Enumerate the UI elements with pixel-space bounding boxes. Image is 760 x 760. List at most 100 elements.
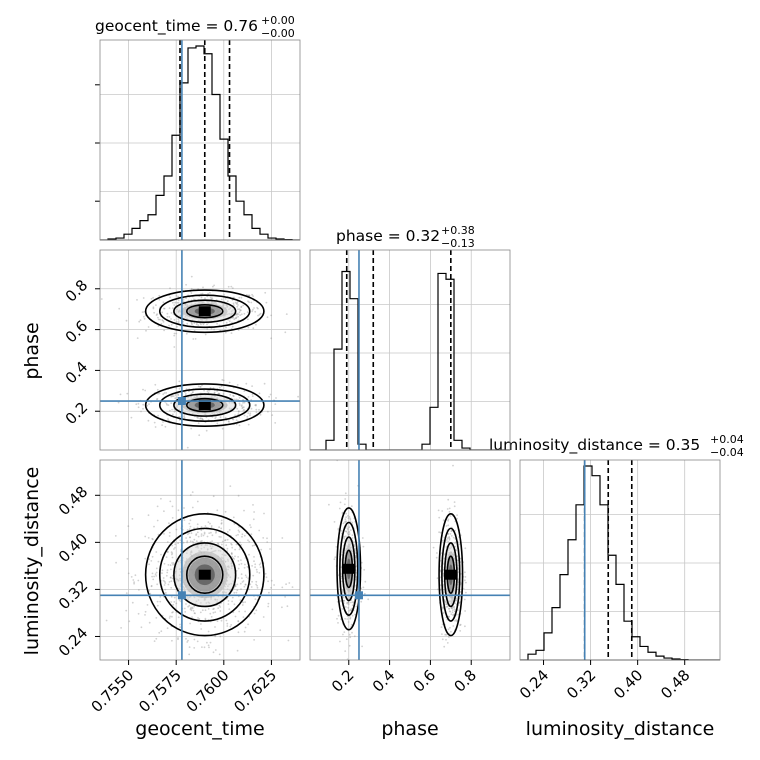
scatter-point <box>170 586 173 589</box>
scatter-point <box>172 603 175 606</box>
scatter-point <box>229 393 232 396</box>
scatter-point <box>243 408 245 411</box>
scatter-point <box>231 325 234 328</box>
scatter-point <box>215 532 217 534</box>
scatter-point <box>245 576 248 578</box>
scatter-point <box>184 393 187 395</box>
scatter-point <box>161 319 164 321</box>
scatter-point <box>200 296 203 299</box>
scatter-point <box>182 541 185 544</box>
scatter-point <box>456 514 458 516</box>
density-peak <box>342 563 355 574</box>
scatter-point <box>149 592 152 595</box>
scatter-point <box>236 583 239 586</box>
scatter-point <box>448 507 451 510</box>
scatter-point <box>227 603 230 605</box>
scatter-point <box>328 503 330 506</box>
scatter-point <box>184 611 187 613</box>
scatter-point <box>156 313 159 316</box>
scatter-point <box>232 418 235 421</box>
scatter-point <box>465 591 467 594</box>
scatter-point <box>153 525 155 528</box>
panel-content <box>100 460 300 672</box>
scatter-point <box>155 304 157 306</box>
scatter-point <box>230 552 233 555</box>
scatter-point <box>256 571 258 573</box>
scatter-point <box>198 618 201 620</box>
scatter-point <box>190 670 192 672</box>
scatter-point <box>209 522 211 525</box>
scatter-point <box>345 606 347 608</box>
scatter-point <box>190 609 193 612</box>
scatter-point <box>157 560 160 563</box>
scatter-point <box>156 604 159 607</box>
scatter-point <box>202 286 204 289</box>
scatter-point <box>208 389 211 392</box>
scatter-point <box>259 562 262 565</box>
scatter-point <box>247 318 249 321</box>
scatter-point <box>250 533 253 536</box>
scatter-point <box>443 588 445 591</box>
scatter-point <box>234 555 236 558</box>
scatter-point <box>454 545 457 548</box>
scatter-point <box>259 566 262 568</box>
scatter-point <box>447 615 450 618</box>
scatter-point <box>213 392 216 395</box>
xlabel-geocent-time: geocent_time <box>135 718 264 740</box>
scatter-point <box>244 557 247 559</box>
scatter-point <box>188 522 191 525</box>
scatter-point <box>455 549 458 552</box>
scatter-point <box>175 602 178 605</box>
scatter-point <box>223 294 226 296</box>
scatter-point <box>354 589 357 591</box>
scatter-point <box>197 324 200 326</box>
scatter-point <box>219 610 222 612</box>
panel-frame <box>99 459 301 661</box>
scatter-point <box>364 580 367 583</box>
scatter-point <box>193 605 196 608</box>
scatter-point <box>249 583 252 586</box>
scatter-point <box>168 316 171 318</box>
scatter-point <box>154 383 157 386</box>
ytick-label-phase-0: 0.2 <box>62 398 92 428</box>
scatter-point <box>241 533 244 536</box>
scatter-point <box>224 510 227 513</box>
scatter-point <box>347 517 350 519</box>
scatter-point <box>447 518 450 521</box>
scatter-point <box>127 525 130 527</box>
scatter-point <box>171 562 174 564</box>
scatter-point <box>201 384 203 387</box>
scatter-point <box>203 646 206 649</box>
scatter-point <box>345 530 348 533</box>
scatter-point <box>344 521 346 524</box>
scatter-point <box>454 602 457 605</box>
scatter-point <box>156 398 158 401</box>
scatter-point <box>237 556 240 558</box>
scatter-point <box>337 527 340 530</box>
scatter-point <box>235 543 238 546</box>
scatter-point <box>237 631 240 634</box>
scatter-point <box>270 579 273 582</box>
scatter-point <box>435 556 438 559</box>
scatter-point <box>257 307 259 310</box>
scatter-point <box>243 566 246 569</box>
scatter-point <box>337 622 339 624</box>
scatter-point <box>138 589 140 591</box>
scatter-point <box>337 614 340 617</box>
scatter-point <box>447 524 450 527</box>
scatter-point <box>351 601 354 604</box>
scatter-point <box>230 285 233 288</box>
scatter-point <box>226 538 229 541</box>
scatter-point <box>350 623 353 626</box>
contour-2 <box>173 542 237 608</box>
scatter-point <box>151 555 154 558</box>
scatter-point <box>240 296 243 299</box>
density <box>144 513 265 637</box>
scatter-point <box>454 620 456 622</box>
scatter-point <box>206 535 209 538</box>
scatter-point <box>174 546 176 549</box>
scatter-point <box>148 563 151 566</box>
scatter-point <box>196 526 199 529</box>
scatter-point <box>251 393 254 396</box>
scatter-point <box>338 507 341 510</box>
